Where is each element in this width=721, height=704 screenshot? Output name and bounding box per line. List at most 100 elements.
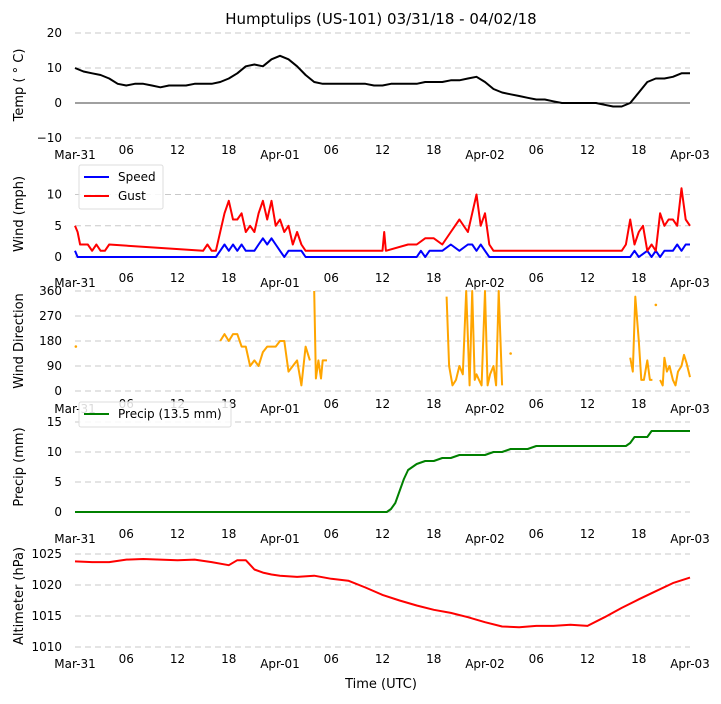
temp-x-tick-label: 18: [426, 143, 441, 157]
precip-y-tick-label: 5: [54, 475, 62, 489]
temp-x-tick-label: Mar-31: [54, 148, 95, 162]
precip-x-tick-label: 06: [119, 527, 134, 541]
wind-legend: Speed Gust: [78, 164, 164, 210]
precip-x-tick-label: 18: [426, 527, 441, 541]
precip-y-tick-label: 15: [47, 415, 62, 429]
wind-direction-x-tick-label: Apr-03: [670, 402, 710, 416]
precip-y-axis-label: Precip (mm): [12, 427, 27, 506]
precip-x-tick-label: 18: [631, 527, 646, 541]
wind-direction-x-tick-label: 12: [580, 397, 595, 411]
temp-x-tick-label: Apr-02: [465, 148, 505, 162]
legend-entry: Precip (13.5 mm): [118, 407, 222, 421]
precip-x-tick-label: 06: [324, 527, 339, 541]
wind-direction-x-tick-label: Apr-01: [260, 402, 300, 416]
temp-x-tick-label: 06: [119, 143, 134, 157]
altimeter-x-tick-label: Apr-01: [260, 657, 300, 671]
precip-panel: 0 5 10 15 Precip (mm) Mar-31 06 12 18 Apr-01 06 12 1…: [12, 401, 710, 546]
altimeter-x-tick-label: Mar-31: [54, 657, 95, 671]
altimeter-x-tick-label: Apr-02: [465, 657, 505, 671]
temp-x-tick-label: 12: [580, 143, 595, 157]
wind-x-tick-label: Apr-03: [670, 276, 710, 290]
wind-direction-direction-line: [313, 290, 327, 380]
altimeter-y-tick-label: 1010: [31, 640, 62, 654]
precip-y-tick-label: 10: [47, 445, 62, 459]
precip-x-tick-label: 18: [221, 527, 236, 541]
altimeter-y-axis-label: Altimeter (hPa): [12, 547, 27, 645]
altimeter-y-tick-label: 1015: [31, 609, 62, 623]
legend-entry: Speed: [118, 170, 156, 184]
wind-x-tick-label: Mar-31: [54, 276, 95, 290]
wind-direction-x-tick-label: 18: [631, 397, 646, 411]
temp-x-tick-label: Apr-01: [260, 148, 300, 162]
wind-x-tick-label: 06: [119, 271, 134, 285]
altimeter-x-tick-label: 06: [529, 652, 544, 666]
wind-x-tick-label: 18: [631, 271, 646, 285]
wind-y-tick-label: 10: [47, 188, 62, 202]
precip-x-tick-label: Mar-31: [54, 532, 95, 546]
precip-legend: Precip (13.5 mm): [78, 401, 232, 428]
precip-x-tick-label: 12: [170, 527, 185, 541]
wind-y-axis-label: Wind (mph): [12, 176, 27, 252]
wind-x-tick-label: 18: [221, 271, 236, 285]
precip-x-tick-label: Apr-02: [465, 532, 505, 546]
altimeter-y-tick-label: 1025: [31, 547, 62, 561]
wind-direction-direction-line: [659, 353, 691, 387]
wind-x-tick-label: 18: [426, 271, 441, 285]
altimeter-x-tick-label: 18: [221, 652, 236, 666]
temp-panel: −10 0 10 20 Temp ( ° C) Mar-31 06 12 18 Apr-01 06 1…: [12, 26, 710, 162]
precip-x-tick-label: 12: [375, 527, 390, 541]
wind-direction-y-axis-label: Wind Direction: [12, 293, 27, 389]
altimeter-x-tick-label: 06: [324, 652, 339, 666]
temp-y-tick-label: 10: [47, 61, 62, 75]
temp-x-tick-label: 12: [170, 143, 185, 157]
wind-direction-y-tick-label: 90: [47, 359, 62, 373]
temp-x-tick-label: 06: [529, 143, 544, 157]
wind-direction-direction-line: [445, 290, 504, 387]
temp-temp-line: [74, 54, 690, 108]
temp-x-tick-label: 18: [631, 143, 646, 157]
x-axis-label: Time (UTC): [344, 677, 417, 692]
wind-x-tick-label: 12: [580, 271, 595, 285]
wind-speed-line: [74, 237, 690, 258]
wind-x-tick-label: 06: [324, 271, 339, 285]
wind-direction-x-tick-label: 06: [529, 397, 544, 411]
precip-x-tick-label: 06: [529, 527, 544, 541]
altimeter-x-tick-label: 12: [580, 652, 595, 666]
wind-panel: 0 5 10 Wind (mph) Mar-31 06 12 18 Apr-01 06 12 18 Ap…: [12, 164, 710, 290]
altimeter-x-tick-label: Apr-03: [670, 657, 710, 671]
wind-x-tick-label: 06: [529, 271, 544, 285]
wind-direction-x-tick-label: Apr-02: [465, 402, 505, 416]
temp-x-tick-label: 12: [375, 143, 390, 157]
wind-direction-y-tick-label: 0: [54, 384, 62, 398]
legend-entry: Gust: [118, 189, 146, 203]
wind-direction-y-tick-label: 270: [39, 309, 62, 323]
temp-y-tick-label: −10: [37, 131, 62, 145]
wind-direction-x-tick-label: 12: [375, 397, 390, 411]
altimeter-x-tick-label: 12: [375, 652, 390, 666]
precip-x-tick-label: Apr-01: [260, 532, 300, 546]
temp-y-axis-label: Temp ( ° C): [12, 49, 27, 123]
altimeter-y-tick-label: 1020: [31, 578, 62, 592]
wind-direction-x-tick-label: 06: [324, 397, 339, 411]
temp-x-tick-label: 18: [221, 143, 236, 157]
wind-x-tick-label: 12: [375, 271, 390, 285]
altimeter-altimeter-line: [74, 558, 691, 629]
temp-y-tick-label: 20: [47, 26, 62, 40]
wind-direction-x-tick-label: 18: [426, 397, 441, 411]
wind-direction-direction-point: [74, 345, 78, 348]
precip-x-tick-label: 12: [580, 527, 595, 541]
wind-direction-direction-point: [509, 352, 512, 355]
legend-box: [78, 401, 232, 428]
chart-title: Humptulips (US-101) 03/31/18 - 04/02/18: [225, 10, 536, 28]
wind-direction-direction-line: [219, 333, 311, 387]
wind-y-tick-label: 5: [54, 219, 62, 233]
wind-direction-direction-line: [629, 295, 653, 381]
altimeter-panel: 1010 1015 1020 1025 Altimeter (hPa) Mar-31 06 1…: [12, 547, 710, 671]
wind-x-tick-label: Apr-02: [465, 276, 505, 290]
altimeter-x-tick-label: 06: [119, 652, 134, 666]
wind-x-tick-label: 12: [170, 271, 185, 285]
altimeter-x-tick-label: 12: [170, 652, 185, 666]
wind-gust-line: [74, 187, 691, 252]
